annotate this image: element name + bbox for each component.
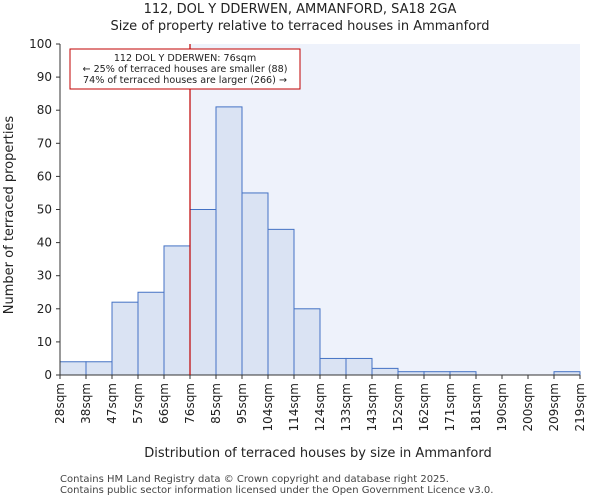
bar-104sqm [267,228,295,376]
y-tick-label: 10 [37,335,52,349]
footer-licence: Contains public sector information licen… [60,485,494,496]
x-tick-label: 143sqm [365,383,379,431]
x-tick-label: 133sqm [339,383,353,431]
x-tick-label: 76sqm [183,383,197,424]
bar-85sqm [215,106,243,376]
annotation-box [69,48,301,90]
y-tick-label: 100 [29,37,52,51]
bar-95sqm [241,192,269,376]
x-tick-label: 47sqm [105,383,119,424]
x-tick-label: 209sqm [547,383,561,431]
x-tick-label: 219sqm [573,383,587,431]
y-tick-label: 30 [37,269,52,283]
x-tick-label: 57sqm [131,383,145,424]
x-tick-label: 181sqm [469,383,483,431]
footer-copyright: Contains HM Land Registry data © Crown c… [60,474,449,485]
y-tick-label: 90 [37,70,52,84]
y-tick-label: 60 [37,169,52,183]
x-tick-label: 66sqm [157,383,171,424]
x-tick-label: 114sqm [287,383,301,431]
annotation-line-1: 112 DOL Y DDERWEN: 76sqm [114,53,256,64]
y-tick-label: 80 [37,103,52,117]
y-axis-label: Number of terraced properties [2,116,17,315]
chart-subtitle: Size of property relative to terraced ho… [110,19,490,34]
annotation-line-2: ← 25% of terraced houses are smaller (88… [82,64,287,75]
x-tick-label: 28sqm [53,383,67,424]
bar-57sqm [137,291,165,376]
bar-28sqm [59,361,87,376]
x-tick-label: 200sqm [521,383,535,431]
y-tick-label: 70 [37,136,52,150]
bar-114sqm [293,308,321,376]
x-tick-label: 85sqm [209,383,223,424]
x-tick-label: 171sqm [443,383,457,431]
x-tick-label: 104sqm [261,383,275,431]
x-tick-label: 162sqm [417,383,431,431]
x-tick-label: 38sqm [79,383,93,424]
bar-133sqm [345,357,373,376]
bar-143sqm [371,367,399,376]
chart-title: 112, DOL Y DDERWEN, AMMANFORD, SA18 2GA [143,2,457,17]
y-tick-label: 20 [37,302,52,316]
bar-38sqm [85,361,113,376]
bar-76sqm [189,209,217,376]
y-tick-label: 40 [37,236,52,250]
x-tick-label: 124sqm [313,383,327,431]
bar-124sqm [319,357,347,376]
x-axis-label: Distribution of terraced houses by size … [144,446,492,461]
y-tick-label: 0 [44,368,52,382]
x-tick-label: 95sqm [235,383,249,424]
x-tick-label: 152sqm [391,383,405,431]
bar-66sqm [163,245,191,376]
annotation-line-3: 74% of terraced houses are larger (266) … [83,75,287,86]
bar-47sqm [111,301,139,376]
y-tick-label: 50 [37,203,52,217]
x-tick-label: 190sqm [495,383,509,431]
